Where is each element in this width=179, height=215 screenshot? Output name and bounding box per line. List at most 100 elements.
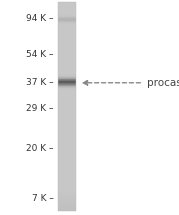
Bar xyxy=(58,192,76,193)
Bar xyxy=(58,117,76,118)
Bar xyxy=(58,48,76,49)
Bar xyxy=(58,158,76,159)
Bar xyxy=(58,205,76,206)
Bar xyxy=(58,143,76,144)
Bar xyxy=(58,114,76,115)
Bar xyxy=(58,18,76,19)
Bar xyxy=(58,201,76,202)
Bar xyxy=(58,50,76,51)
Bar xyxy=(58,6,76,7)
Bar xyxy=(58,171,76,172)
Text: 54 K –: 54 K – xyxy=(26,50,54,59)
Bar xyxy=(58,202,76,203)
Bar xyxy=(58,147,76,148)
Bar xyxy=(58,28,76,29)
Bar xyxy=(58,84,76,85)
Bar xyxy=(58,60,76,61)
Bar xyxy=(58,42,76,43)
Bar xyxy=(58,88,76,89)
Bar xyxy=(58,14,76,15)
Bar xyxy=(58,69,76,70)
Text: 29 K –: 29 K – xyxy=(26,104,54,113)
Bar xyxy=(58,87,76,88)
Bar xyxy=(58,97,76,98)
Bar xyxy=(58,19,76,20)
Bar xyxy=(58,44,76,45)
Bar xyxy=(58,66,76,67)
Bar xyxy=(58,52,76,53)
Bar xyxy=(58,148,76,149)
Bar xyxy=(58,137,76,138)
Bar xyxy=(58,27,76,28)
Bar xyxy=(58,144,76,145)
Bar xyxy=(58,90,76,91)
Bar xyxy=(58,167,76,168)
Bar xyxy=(58,47,76,48)
Bar xyxy=(58,38,76,39)
Bar xyxy=(58,39,76,40)
Bar xyxy=(58,180,76,181)
Bar xyxy=(58,182,76,183)
Bar xyxy=(58,83,76,84)
Bar xyxy=(58,75,76,76)
Bar xyxy=(58,166,76,167)
Bar xyxy=(58,100,76,101)
Bar xyxy=(58,160,76,161)
Bar xyxy=(58,141,76,142)
Bar xyxy=(58,36,76,37)
Bar xyxy=(58,2,76,3)
Bar xyxy=(58,68,76,69)
Bar xyxy=(58,76,76,77)
Bar xyxy=(58,146,76,147)
Bar xyxy=(58,176,76,177)
Bar xyxy=(58,71,76,72)
Bar xyxy=(58,92,76,93)
Bar xyxy=(58,2,76,211)
Bar xyxy=(58,133,76,134)
Bar xyxy=(58,173,76,174)
Bar xyxy=(58,152,76,153)
Bar xyxy=(58,208,76,209)
Bar xyxy=(58,206,76,207)
Bar xyxy=(58,64,76,65)
Bar xyxy=(58,121,76,122)
Bar xyxy=(58,122,76,123)
Bar xyxy=(58,197,76,198)
Bar xyxy=(58,45,76,46)
Bar xyxy=(58,30,76,31)
Bar xyxy=(58,204,76,205)
Bar xyxy=(58,156,76,157)
Bar xyxy=(58,125,76,126)
Bar xyxy=(58,149,76,150)
Bar xyxy=(58,89,76,90)
Bar xyxy=(58,139,76,140)
Bar xyxy=(58,81,76,82)
Bar xyxy=(58,170,76,171)
Bar xyxy=(58,22,76,23)
Bar xyxy=(58,194,76,195)
Bar xyxy=(58,98,76,99)
Bar xyxy=(58,181,76,182)
Bar xyxy=(58,134,76,135)
Bar xyxy=(58,25,76,26)
Bar xyxy=(58,91,76,92)
Bar xyxy=(58,23,76,24)
Bar xyxy=(58,185,76,186)
Bar xyxy=(58,128,76,129)
Bar xyxy=(58,82,76,83)
Bar xyxy=(58,104,76,105)
Bar xyxy=(58,179,76,180)
Bar xyxy=(58,161,76,162)
Bar xyxy=(58,33,76,34)
Text: 37 K –: 37 K – xyxy=(26,78,54,87)
Bar xyxy=(58,93,76,94)
Text: 7 K –: 7 K – xyxy=(32,194,54,203)
Bar xyxy=(58,196,76,197)
Bar xyxy=(58,118,76,119)
Bar xyxy=(58,102,76,103)
Bar xyxy=(58,168,76,169)
Bar xyxy=(58,3,76,4)
Bar xyxy=(58,65,76,66)
Bar xyxy=(58,157,76,158)
Bar xyxy=(58,129,76,130)
